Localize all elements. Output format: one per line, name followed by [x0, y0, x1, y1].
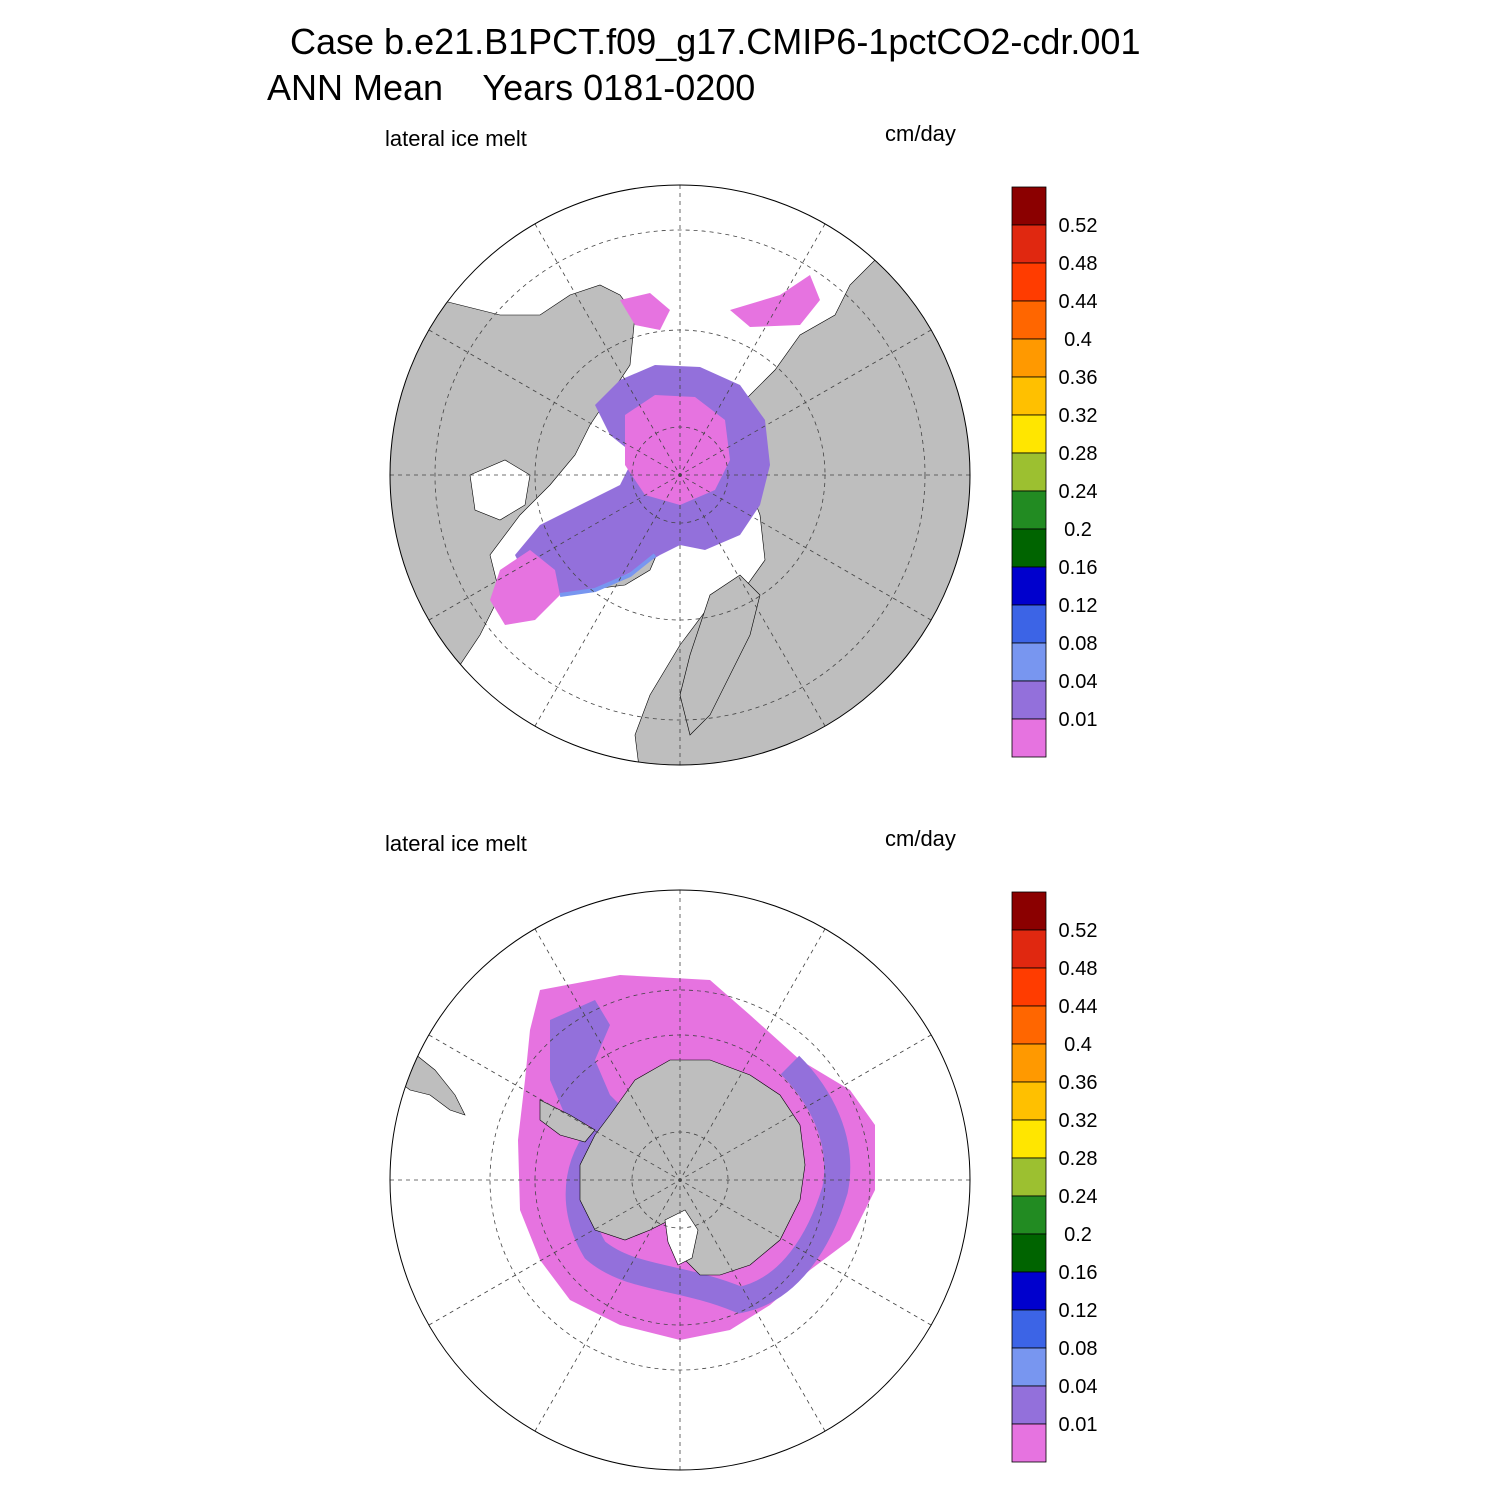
north-graticule: [390, 185, 970, 765]
north-colorbar-tick-label: 0.48: [1059, 253, 1098, 275]
north-colorbar-tick-label: 0.36: [1059, 367, 1098, 389]
south-colorbar-tick-label: 0.4: [1064, 1034, 1092, 1056]
south-graticule: [390, 890, 970, 1470]
south-colorbar-swatch: [1011, 1195, 1047, 1235]
south-polar-map: [389, 889, 971, 1471]
north-ice-edge-greenland: [559, 553, 657, 597]
north-colorbar-tick-label: 0.01: [1059, 709, 1098, 731]
north-colorbar-swatch: [1011, 300, 1047, 340]
south-colorbar-tick-label: 0.08: [1059, 1338, 1098, 1360]
south-colorbar-swatch: [1011, 1309, 1047, 1349]
north-colorbar-tick-label: 0.28: [1059, 443, 1098, 465]
south-colorbar-swatch: [1011, 929, 1047, 969]
north-colorbar-swatch: [1011, 414, 1047, 454]
south-colorbar-swatch: [1011, 967, 1047, 1007]
north-colorbar-swatch: [1011, 490, 1047, 530]
north-colorbar-swatch: [1011, 376, 1047, 416]
south-colorbar-swatch: [1011, 1347, 1047, 1387]
south-colorbar-swatch: [1011, 1119, 1047, 1159]
north-colorbar-tick-label: 0.16: [1059, 557, 1098, 579]
south-colorbar-tick-label: 0.52: [1059, 920, 1098, 942]
north-land-scandinavia: [679, 574, 761, 736]
south-colorbar-tick-label: 0.2: [1064, 1224, 1092, 1246]
north-hudson-bay: [469, 459, 531, 521]
north-colorbar: 0.52 0.48 0.44 0.4 0.36 0.32 0.28 0.24 0.2 0.16 0.…: [1011, 186, 1098, 758]
south-colorbar-tick-label: 0.36: [1059, 1072, 1098, 1094]
south-land-antarctica: [579, 1059, 806, 1276]
south-colorbar-swatch: [1011, 1157, 1047, 1197]
north-colorbar-tick-label: 0.44: [1059, 291, 1098, 313]
south-colorbar-tick-label: 0.28: [1059, 1148, 1098, 1170]
south-colorbar-tick-label: 0.01: [1059, 1414, 1098, 1436]
north-ice-low-atlantic: [490, 550, 560, 625]
plot-title: Case b.e21.B1PCT.f09_g17.CMIP6-1pctCO2-c…: [290, 21, 1141, 62]
south-colorbar-swatch: [1011, 1081, 1047, 1121]
north-polar-map: [389, 184, 971, 766]
south-colorbar-tick-label: 0.48: [1059, 958, 1098, 980]
south-colorbar-tick-label: 0.04: [1059, 1376, 1098, 1398]
south-colorbar-tick-label: 0.24: [1059, 1186, 1098, 1208]
north-map-border: [389, 184, 971, 766]
south-colorbar-tick-label: 0.12: [1059, 1300, 1098, 1322]
north-colorbar-swatch: [1011, 186, 1047, 226]
north-colorbar-swatch: [1011, 642, 1047, 682]
south-colorbar-swatch: [1011, 1233, 1047, 1273]
south-variable-label: lateral ice melt: [385, 831, 527, 856]
north-colorbar-swatch: [1011, 528, 1047, 568]
north-colorbar-tick-label: 0.12: [1059, 595, 1098, 617]
north-colorbar-tick-label: 0.08: [1059, 633, 1098, 655]
north-colorbar-tick-label: 0.4: [1064, 329, 1092, 351]
north-colorbar-tick-label: 0.24: [1059, 481, 1098, 503]
south-colorbar-tick-label: 0.44: [1059, 996, 1098, 1018]
north-colorbar-swatch: [1011, 224, 1047, 264]
south-colorbar-swatch: [1011, 1043, 1047, 1083]
north-units-label: cm/day: [885, 121, 956, 146]
south-ice-mid-weddell: [550, 1000, 630, 1130]
north-ice-low-bering: [620, 293, 670, 330]
north-colorbar-tick-label: 0.2: [1064, 519, 1092, 541]
north-colorbar-swatch: [1011, 604, 1047, 644]
north-colorbar-swatch: [1011, 338, 1047, 378]
north-ice-low-core: [625, 395, 730, 505]
north-colorbar-swatch: [1011, 452, 1047, 492]
plot-subtitle: ANN Mean Years 0181-0200: [267, 67, 756, 108]
south-colorbar: 0.52 0.48 0.44 0.4 0.36 0.32 0.28 0.24 0.2 0.16 0.…: [1011, 891, 1098, 1463]
south-colorbar-tick-label: 0.32: [1059, 1110, 1098, 1132]
north-colorbar-tick-label: 0.32: [1059, 405, 1098, 427]
north-ice-low-okhotsk: [730, 275, 820, 327]
north-colorbar-swatch: [1011, 718, 1047, 758]
north-colorbar-swatch: [1011, 566, 1047, 606]
south-land-antarctic-peninsula: [539, 1099, 596, 1143]
south-colorbar-swatch: [1011, 1423, 1047, 1463]
north-colorbar-tick-label: 0.04: [1059, 671, 1098, 693]
south-colorbar-tick-label: 0.16: [1059, 1262, 1098, 1284]
south-ice-mid-ring: [565, 1055, 851, 1314]
north-colorbar-swatch: [1011, 680, 1047, 720]
south-colorbar-swatch: [1011, 1271, 1047, 1311]
south-colorbar-swatch: [1011, 1005, 1047, 1045]
south-colorbar-swatch: [1011, 1385, 1047, 1425]
south-colorbar-swatch: [1011, 891, 1047, 931]
south-units-label: cm/day: [885, 826, 956, 851]
south-ross-sea: [664, 1209, 699, 1266]
north-colorbar-tick-label: 0.52: [1059, 215, 1098, 237]
north-variable-label: lateral ice melt: [385, 126, 527, 151]
south-map-border: [389, 889, 971, 1471]
north-colorbar-swatch: [1011, 262, 1047, 302]
